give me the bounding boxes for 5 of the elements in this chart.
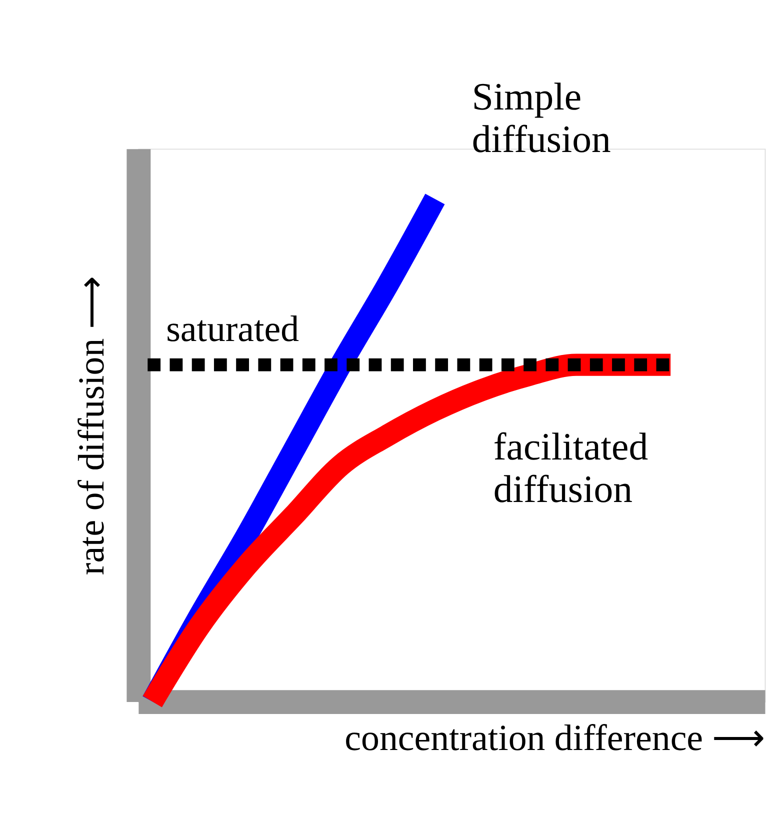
ref-line-label: saturated [166, 308, 300, 349]
series-label: Simple diffusion [472, 76, 611, 161]
series-label: facilitated diffusion [493, 426, 648, 512]
y-axis-title: rate of diffusion ⟶ [70, 276, 112, 576]
x-axis-title: concentration difference ⟶ [344, 716, 766, 758]
